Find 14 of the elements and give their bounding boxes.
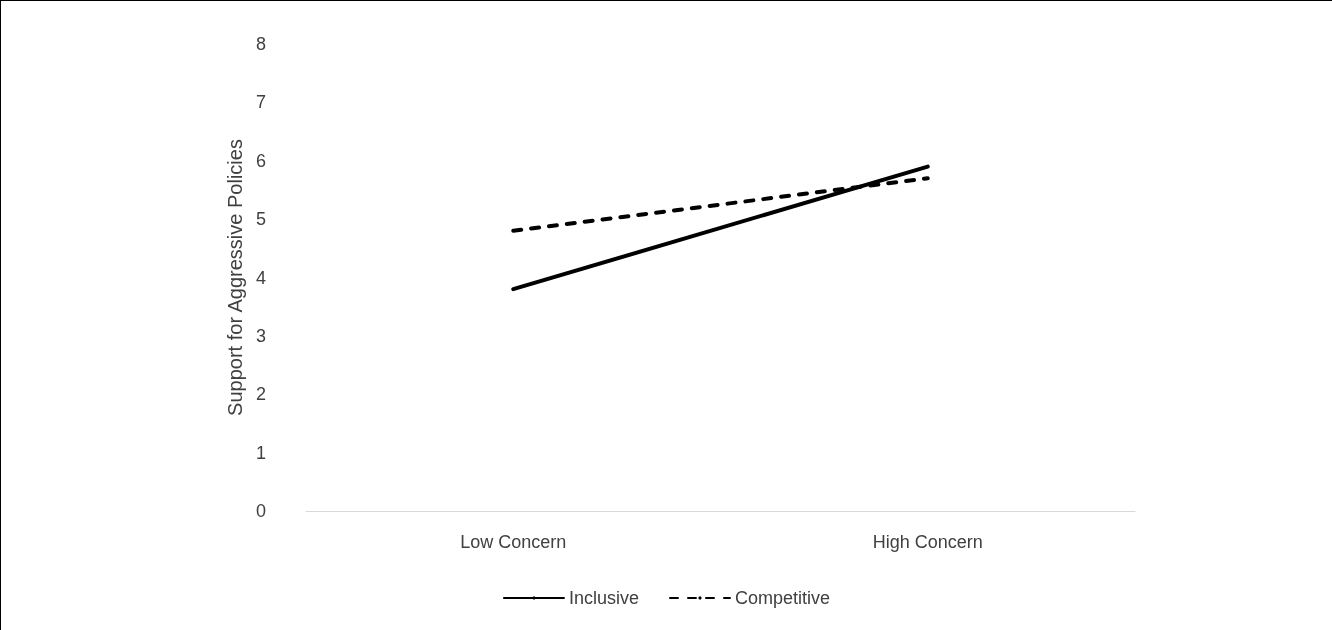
legend-label: Competitive bbox=[735, 588, 831, 608]
y-tick-label: 2 bbox=[256, 384, 267, 405]
x-tick-label: Low Concern bbox=[460, 532, 567, 552]
y-tick-label: 4 bbox=[256, 267, 267, 288]
y-tick-label: 3 bbox=[256, 325, 267, 346]
legend-label: Inclusive bbox=[568, 588, 639, 608]
y-tick-label: 7 bbox=[256, 92, 267, 113]
y-tick-label: 0 bbox=[256, 501, 267, 521]
x-tick-label: High Concern bbox=[872, 532, 983, 552]
y-tick-label: 8 bbox=[256, 34, 267, 54]
y-tick-label: 1 bbox=[256, 442, 267, 463]
y-tick-label: 6 bbox=[256, 150, 267, 171]
y-axis-title: Support for Aggressive Policies bbox=[224, 139, 247, 416]
y-tick-label: 5 bbox=[256, 209, 267, 230]
